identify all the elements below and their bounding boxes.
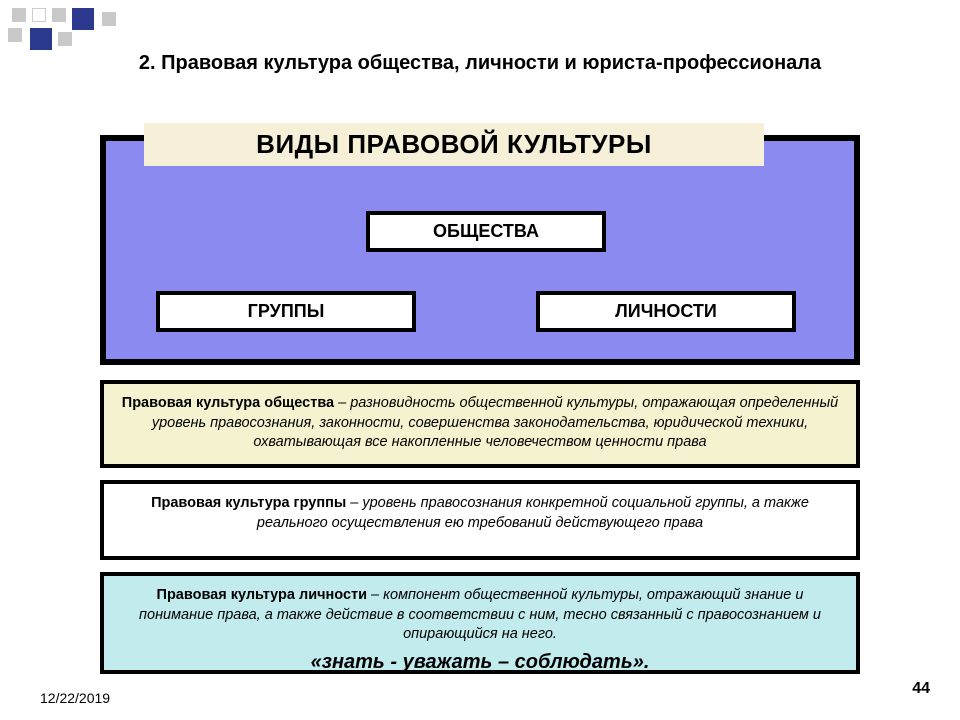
type-box-society: ОБЩЕСТВА [366,211,606,252]
definition-person-motto: «знать - уважать – соблюдать». [120,649,840,676]
type-box-person: ЛИЧНОСТИ [536,291,796,332]
definition-society-lead: Правовая культура общества [122,395,334,411]
definition-person: Правовая культура личности – компонент о… [100,572,860,674]
types-panel: ВИДЫ ПРАВОВОЙ КУЛЬТУРЫ ОБЩЕСТВА ГРУППЫ Л… [100,135,860,365]
footer-page-number: 44 [912,680,930,698]
footer-date: 12/22/2019 [40,690,110,706]
slide-heading: 2. Правовая культура общества, личности … [110,50,850,76]
definition-group-lead: Правовая культура группы [151,495,346,511]
type-box-group: ГРУППЫ [156,291,416,332]
definition-society: Правовая культура общества – разновиднос… [100,380,860,468]
types-title: ВИДЫ ПРАВОВОЙ КУЛЬТУРЫ [144,123,764,166]
corner-decoration [8,8,148,48]
definition-person-lead: Правовая культура личности [157,587,368,603]
definition-group: Правовая культура группы – уровень право… [100,480,860,560]
